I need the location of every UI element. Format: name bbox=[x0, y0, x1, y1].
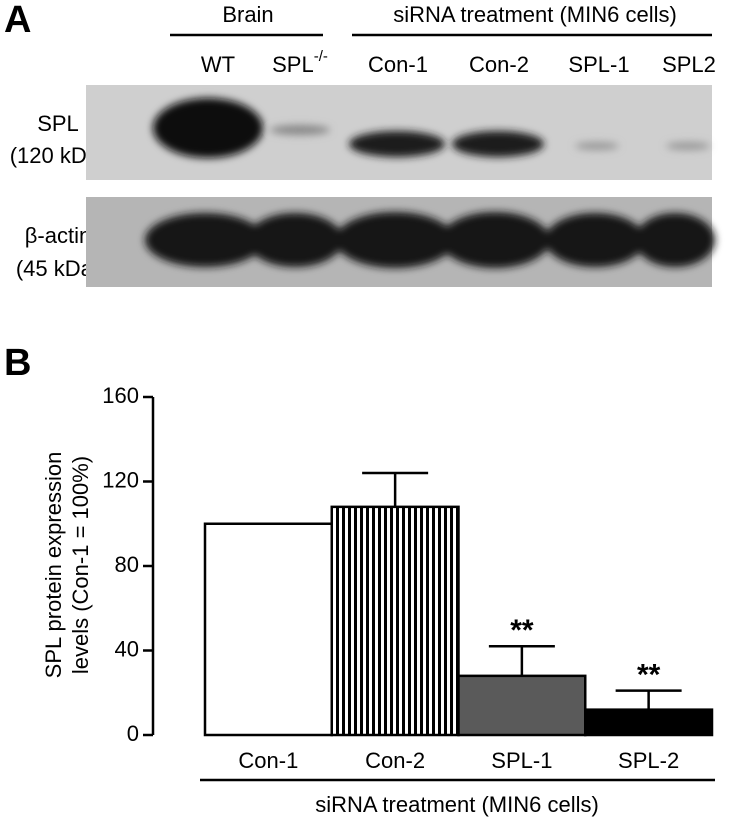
lane-label: Con-1 bbox=[368, 52, 428, 77]
band bbox=[666, 142, 710, 150]
band bbox=[349, 131, 445, 157]
x-tick-label: Con-2 bbox=[365, 748, 425, 773]
lane-label: SPL2 bbox=[662, 52, 716, 77]
actin-bands bbox=[145, 212, 715, 268]
bar bbox=[203, 522, 333, 737]
error-bar bbox=[488, 645, 555, 676]
y-tick-label: 40 bbox=[115, 636, 139, 661]
x-tick-label: SPL-2 bbox=[618, 748, 679, 773]
bar bbox=[584, 708, 714, 737]
y-tick-label: 80 bbox=[115, 552, 139, 577]
error-bar bbox=[362, 471, 429, 507]
significance: ** bbox=[510, 614, 534, 647]
y-tick-label: 0 bbox=[127, 721, 139, 746]
panel-label: B bbox=[4, 342, 31, 384]
lane-text: SPL bbox=[272, 52, 314, 77]
band bbox=[270, 125, 330, 135]
lane-label: WT bbox=[201, 52, 235, 77]
band bbox=[247, 213, 343, 267]
group-label: siRNA treatment (MIN6 cells) bbox=[393, 2, 677, 27]
band bbox=[335, 212, 455, 268]
y-tick-label: 120 bbox=[102, 467, 139, 492]
x-axis-label: siRNA treatment (MIN6 cells) bbox=[315, 792, 599, 817]
band bbox=[575, 142, 619, 150]
spl-bands bbox=[153, 98, 710, 158]
panel-label: A bbox=[4, 0, 31, 41]
lane-label: SPL-/- bbox=[272, 48, 328, 77]
band bbox=[440, 212, 550, 268]
band bbox=[452, 131, 544, 157]
bar bbox=[457, 674, 587, 737]
band bbox=[545, 213, 645, 267]
row-label: SPL bbox=[37, 111, 79, 136]
band bbox=[635, 213, 715, 267]
y-axis-label: SPL protein expression bbox=[41, 452, 66, 679]
lane-label: SPL-1 bbox=[568, 52, 629, 77]
y-axis-label: levels (Con-1 = 100%) bbox=[68, 456, 93, 674]
error-bar bbox=[615, 689, 682, 710]
group-label: Brain bbox=[222, 2, 273, 27]
significance: ** bbox=[637, 659, 661, 692]
lane-label: Con-2 bbox=[469, 52, 529, 77]
x-tick-label: SPL-1 bbox=[491, 748, 552, 773]
bar bbox=[330, 505, 460, 737]
lane-sup: -/- bbox=[314, 48, 328, 65]
x-tick-label: Con-1 bbox=[238, 748, 298, 773]
band bbox=[153, 98, 263, 158]
row-label: β-actin bbox=[25, 223, 91, 248]
y-tick-label: 160 bbox=[102, 383, 139, 408]
band bbox=[145, 213, 265, 267]
